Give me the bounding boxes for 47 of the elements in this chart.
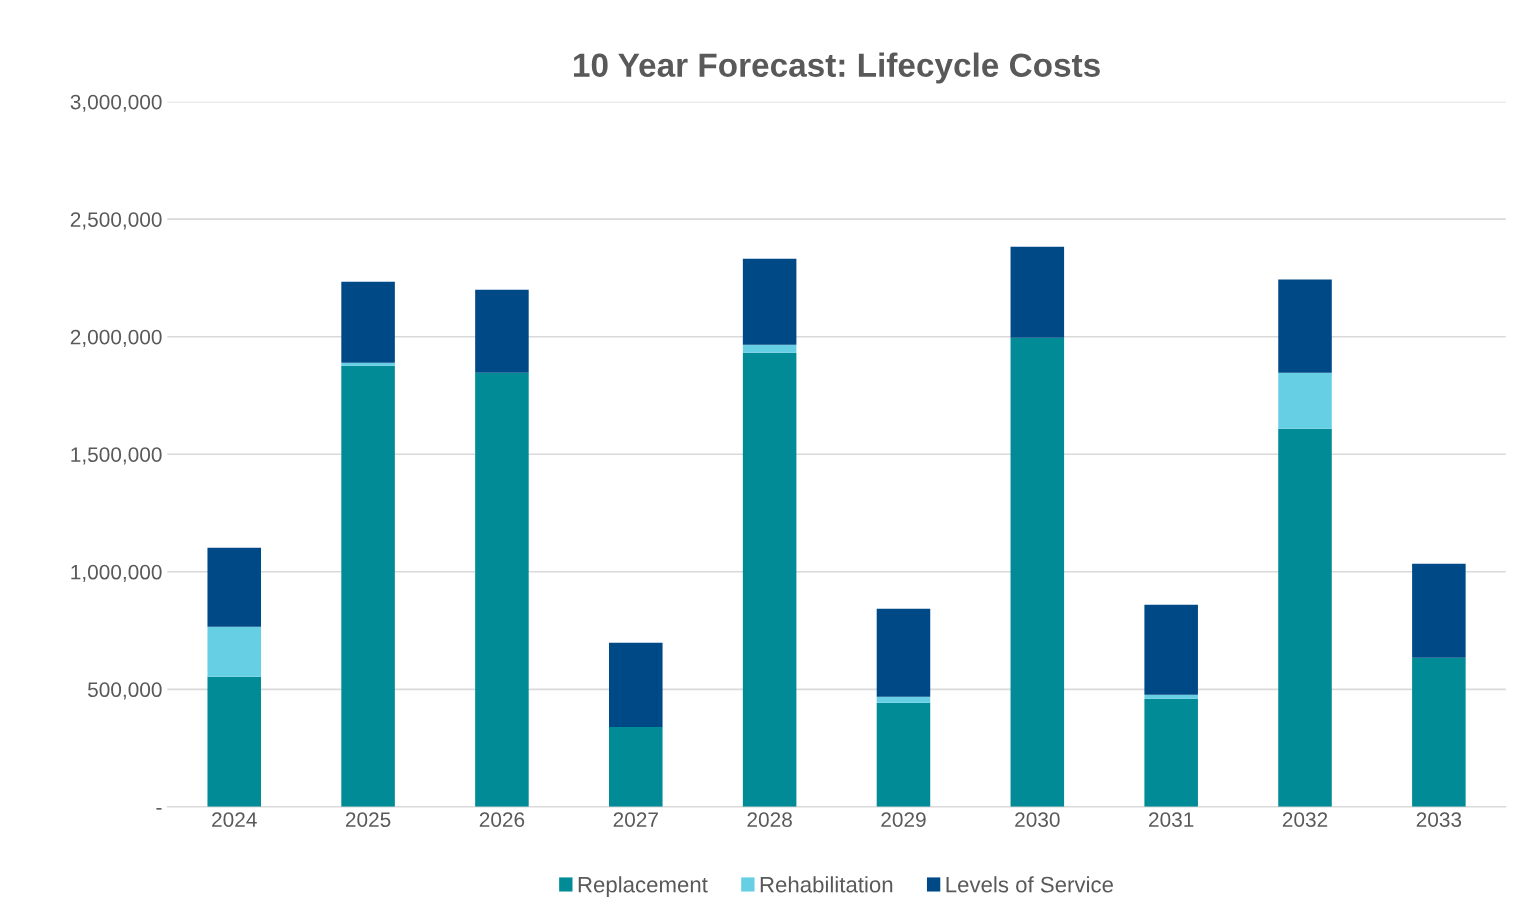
y-tick-label: 1,000,000 bbox=[71, 564, 162, 582]
bar bbox=[876, 696, 931, 703]
bar bbox=[609, 642, 663, 727]
bar bbox=[1010, 246, 1065, 338]
bar bbox=[475, 289, 529, 373]
x-tick-label: 2026 bbox=[479, 812, 525, 827]
bar bbox=[475, 372, 529, 807]
bar bbox=[341, 362, 395, 366]
bar bbox=[1412, 657, 1466, 807]
bar bbox=[742, 352, 797, 807]
bar bbox=[1144, 604, 1198, 695]
legend-label: Levels of Service bbox=[946, 876, 1113, 893]
bar bbox=[1144, 694, 1198, 699]
bar bbox=[876, 702, 931, 807]
y-tick-label: 2,000,000 bbox=[70, 329, 162, 347]
y-tick-label: 2,500,000 bbox=[70, 212, 162, 230]
x-tick-label: 2033 bbox=[1416, 812, 1462, 827]
chart-title: 10 Year Forecast: Lifecycle Costs bbox=[574, 52, 1100, 84]
bar bbox=[742, 258, 797, 345]
bar bbox=[876, 608, 931, 697]
legend-label: Replacement bbox=[578, 876, 708, 897]
x-tick-label: 2029 bbox=[881, 812, 926, 827]
bar bbox=[341, 365, 395, 807]
y-tick-label: - bbox=[156, 808, 162, 810]
bar bbox=[207, 547, 261, 627]
y-tick-label: 3,000,000 bbox=[70, 94, 162, 112]
bar bbox=[207, 676, 261, 807]
bar bbox=[207, 626, 261, 677]
bar bbox=[1010, 337, 1065, 807]
bar bbox=[1278, 428, 1332, 807]
bar bbox=[341, 281, 395, 363]
legend-label: Rehabilitation bbox=[760, 876, 893, 893]
x-tick-label: 2031 bbox=[1149, 812, 1194, 827]
x-tick-label: 2028 bbox=[747, 812, 792, 827]
y-tick-label: 500,000 bbox=[87, 682, 162, 700]
bar bbox=[1412, 563, 1466, 658]
bar bbox=[742, 344, 797, 353]
bar bbox=[1278, 279, 1332, 373]
x-tick-label: 2027 bbox=[613, 812, 658, 827]
x-tick-label: 2032 bbox=[1282, 812, 1328, 827]
x-tick-label: 2024 bbox=[212, 812, 257, 827]
bar bbox=[609, 726, 663, 807]
y-tick-label: 1,500,000 bbox=[71, 447, 162, 465]
bar bbox=[1144, 698, 1198, 807]
x-tick-label: 2025 bbox=[345, 812, 391, 827]
x-tick-label: 2030 bbox=[1015, 812, 1060, 827]
bar bbox=[1278, 372, 1332, 429]
